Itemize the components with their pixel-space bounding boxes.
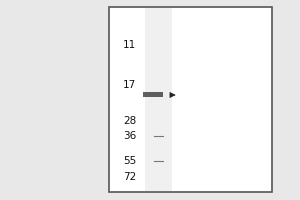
Text: 28: 28	[123, 116, 136, 126]
Text: 17: 17	[123, 80, 136, 90]
Text: 55: 55	[123, 156, 136, 166]
Bar	[109, 7, 272, 192]
Bar	[145, 8, 172, 191]
Bar	[143, 92, 163, 97]
Text: 36: 36	[123, 131, 136, 141]
Text: 11: 11	[123, 40, 136, 50]
Text: 72: 72	[123, 172, 136, 182]
